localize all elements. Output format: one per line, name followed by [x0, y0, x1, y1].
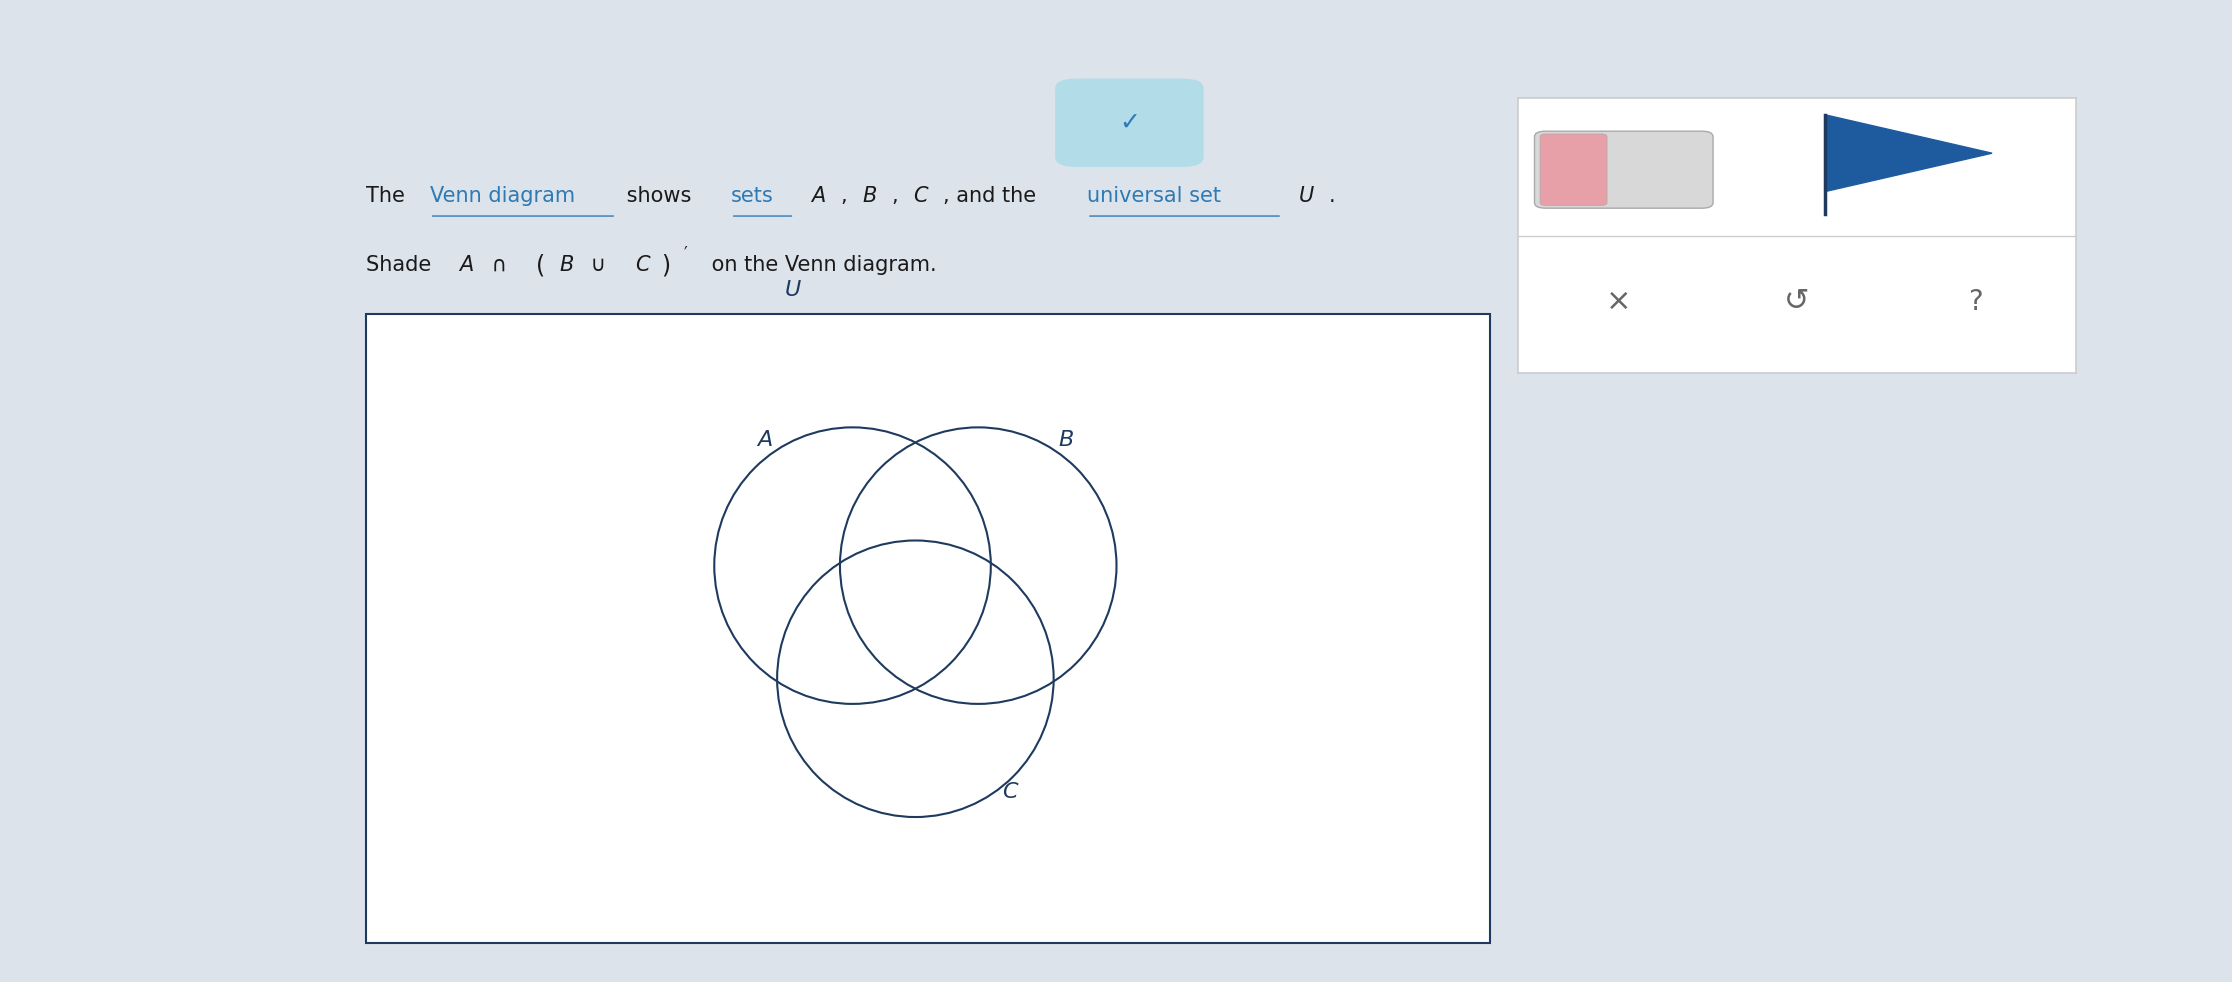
Text: U: U	[1299, 187, 1315, 206]
Text: .: .	[1328, 187, 1335, 206]
Text: U: U	[786, 281, 801, 300]
Text: (: (	[536, 253, 545, 277]
Text: ,: ,	[893, 187, 906, 206]
Text: B: B	[862, 187, 877, 206]
Text: A: A	[757, 430, 772, 450]
Text: B: B	[1058, 430, 1074, 450]
Text: ): )	[661, 253, 670, 277]
Text: , and the: , and the	[942, 187, 1042, 206]
Text: A: A	[460, 255, 473, 275]
Text: ×: ×	[1605, 287, 1632, 316]
Text: ✓: ✓	[1118, 111, 1141, 135]
Text: ?: ?	[1969, 288, 1982, 315]
Text: ∪: ∪	[585, 255, 614, 275]
FancyBboxPatch shape	[1056, 79, 1203, 167]
FancyBboxPatch shape	[366, 314, 1491, 943]
Text: C: C	[913, 187, 929, 206]
Text: Shade: Shade	[366, 255, 437, 275]
Text: ′: ′	[685, 245, 687, 262]
Text: C: C	[1002, 782, 1018, 802]
Text: Venn diagram: Venn diagram	[429, 187, 576, 206]
Text: C: C	[636, 255, 650, 275]
Text: ↺: ↺	[1783, 287, 1810, 316]
Text: ,: ,	[841, 187, 855, 206]
Text: universal set: universal set	[1087, 187, 1221, 206]
Text: B: B	[558, 255, 574, 275]
Text: shows: shows	[620, 187, 699, 206]
Polygon shape	[1826, 115, 1993, 191]
Text: A: A	[812, 187, 826, 206]
Text: ∩: ∩	[484, 255, 513, 275]
FancyBboxPatch shape	[1536, 132, 1714, 208]
Text: on the Venn diagram.: on the Venn diagram.	[705, 255, 937, 275]
FancyBboxPatch shape	[1540, 134, 1607, 205]
Text: sets: sets	[730, 187, 775, 206]
Text: The: The	[366, 187, 411, 206]
